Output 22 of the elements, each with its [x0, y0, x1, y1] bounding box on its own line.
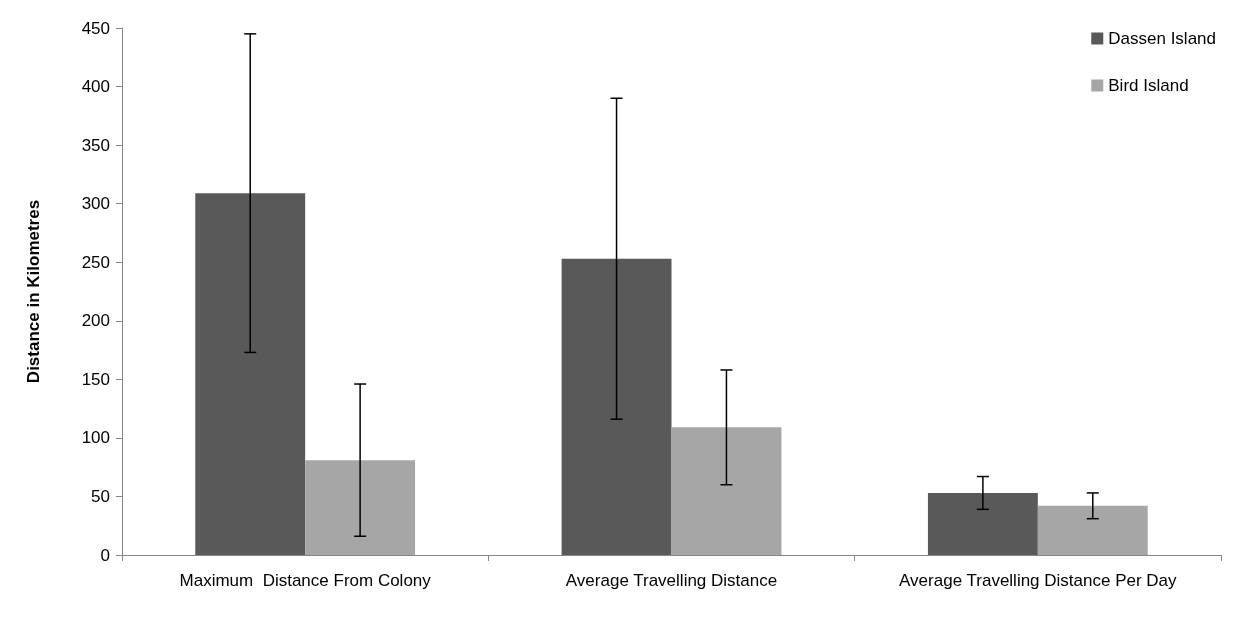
y-tick-label: 150 [81, 369, 110, 389]
bar [305, 460, 416, 555]
bar [195, 193, 306, 555]
y-axis-title: Distance in Kilometres [24, 199, 43, 384]
y-tick-label: 50 [91, 486, 110, 506]
x-tick-label: Average Travelling Distance Per Day [899, 570, 1178, 590]
y-tick-label: 300 [81, 194, 110, 214]
y-tick-label: 100 [81, 428, 110, 448]
legend-label: Dassen Island [1108, 29, 1217, 48]
legend-label: Bird Island [1108, 76, 1189, 95]
x-tick-label: Average Travelling Distance [565, 570, 778, 590]
y-tick-label: 0 [100, 545, 110, 565]
bar [561, 258, 672, 555]
y-tick-label: 400 [81, 77, 110, 97]
x-tick-label: Maximum Distance From Colony [179, 570, 432, 590]
y-tick-label: 450 [81, 18, 110, 38]
bar [671, 427, 782, 555]
y-tick-label: 200 [81, 311, 110, 331]
bar [927, 492, 1038, 555]
y-tick-label: 250 [81, 252, 110, 272]
y-tick-label: 350 [81, 135, 110, 155]
bar [1037, 505, 1148, 555]
